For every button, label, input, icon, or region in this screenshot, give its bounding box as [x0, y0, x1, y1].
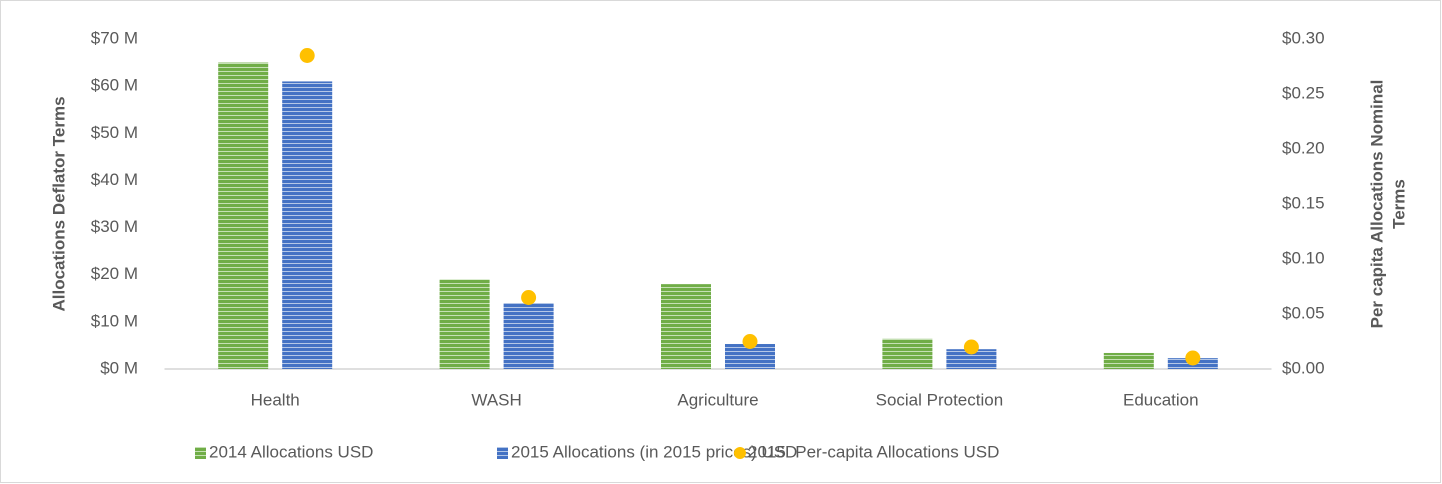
x-tick-label: Agriculture [677, 390, 758, 409]
y-tick-label: $40 M [91, 170, 138, 189]
y-tick-label: $10 M [91, 311, 138, 330]
y2-axis-label: Terms [1389, 179, 1408, 229]
bar [661, 284, 711, 369]
bar [1103, 352, 1154, 369]
x-tick-label: Social Protection [876, 390, 1004, 409]
point [299, 48, 315, 63]
y-axis-label: Allocations Deflator Terms [49, 96, 68, 311]
legend-swatch [734, 447, 746, 459]
x-tick-label: Education [1123, 390, 1199, 409]
bar [218, 62, 269, 369]
y2-tick-label: $0.15 [1282, 193, 1325, 212]
x-tick-label: Health [251, 390, 300, 409]
y2-tick-label: $0.00 [1282, 358, 1325, 377]
bar [439, 279, 490, 369]
y-tick-label: $60 M [91, 76, 138, 95]
bar [882, 338, 933, 369]
point [521, 290, 537, 305]
point [963, 339, 979, 355]
legend-swatch [497, 447, 508, 459]
legend-label: 2015 Allocations (in 2015 prices) USD [511, 442, 797, 461]
point [742, 334, 758, 349]
y-tick-label: $50 M [91, 123, 138, 142]
bar [946, 349, 997, 369]
legend-label: 2015 Per-capita Allocations USD [748, 442, 999, 461]
y2-tick-label: $0.10 [1282, 248, 1325, 267]
point [1185, 350, 1201, 366]
y-tick-label: $0 M [100, 358, 138, 377]
bar [503, 303, 554, 369]
legend-swatch [195, 447, 206, 459]
y-tick-label: $70 M [91, 28, 138, 47]
legend-label: 2014 Allocations USD [209, 442, 373, 461]
y2-axis-label: Per capita Allocations Nominal [1367, 80, 1386, 329]
y2-tick-label: $0.30 [1282, 28, 1325, 47]
y2-tick-label: $0.05 [1282, 303, 1325, 322]
bar [282, 81, 333, 369]
x-tick-label: WASH [471, 390, 521, 409]
y2-tick-label: $0.20 [1282, 138, 1325, 157]
y2-tick-label: $0.25 [1282, 83, 1325, 102]
y-tick-label: $20 M [91, 264, 138, 283]
y-tick-label: $30 M [91, 217, 138, 236]
